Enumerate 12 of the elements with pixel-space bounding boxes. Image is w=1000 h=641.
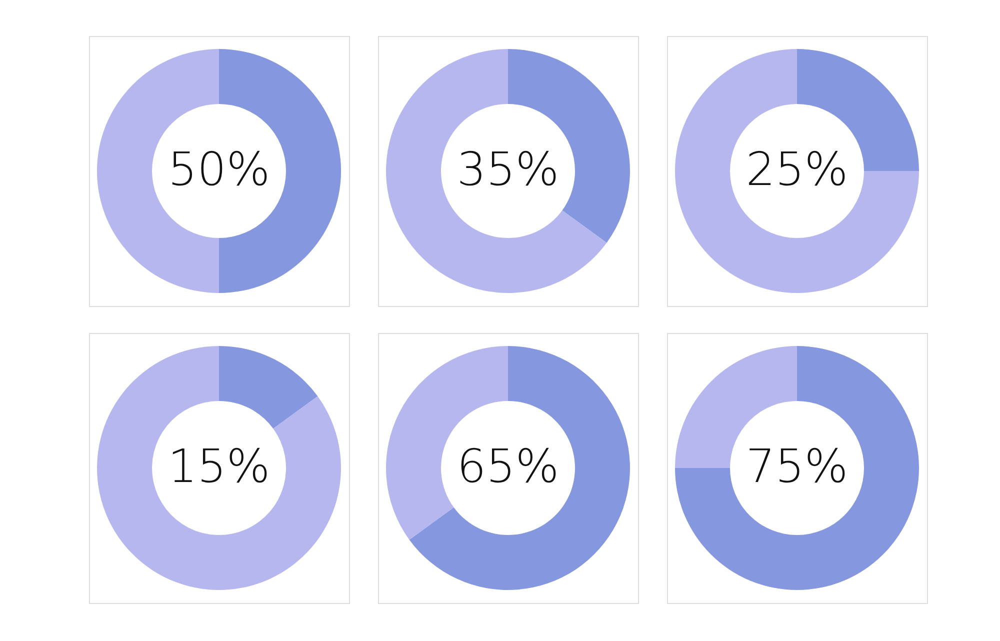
data-label: 50% (168, 142, 270, 196)
data-label: 15% (168, 439, 270, 493)
donut-slice (675, 346, 919, 590)
data-label: 65% (456, 439, 560, 493)
donut-slice (675, 49, 919, 293)
donut-slice (386, 49, 607, 293)
data-label: 25% (746, 142, 848, 196)
donut-slice (97, 346, 341, 590)
data-label: 75% (746, 439, 848, 493)
donut-slice (409, 346, 630, 590)
donut-slice (219, 346, 318, 429)
data-label: 35% (456, 142, 560, 196)
